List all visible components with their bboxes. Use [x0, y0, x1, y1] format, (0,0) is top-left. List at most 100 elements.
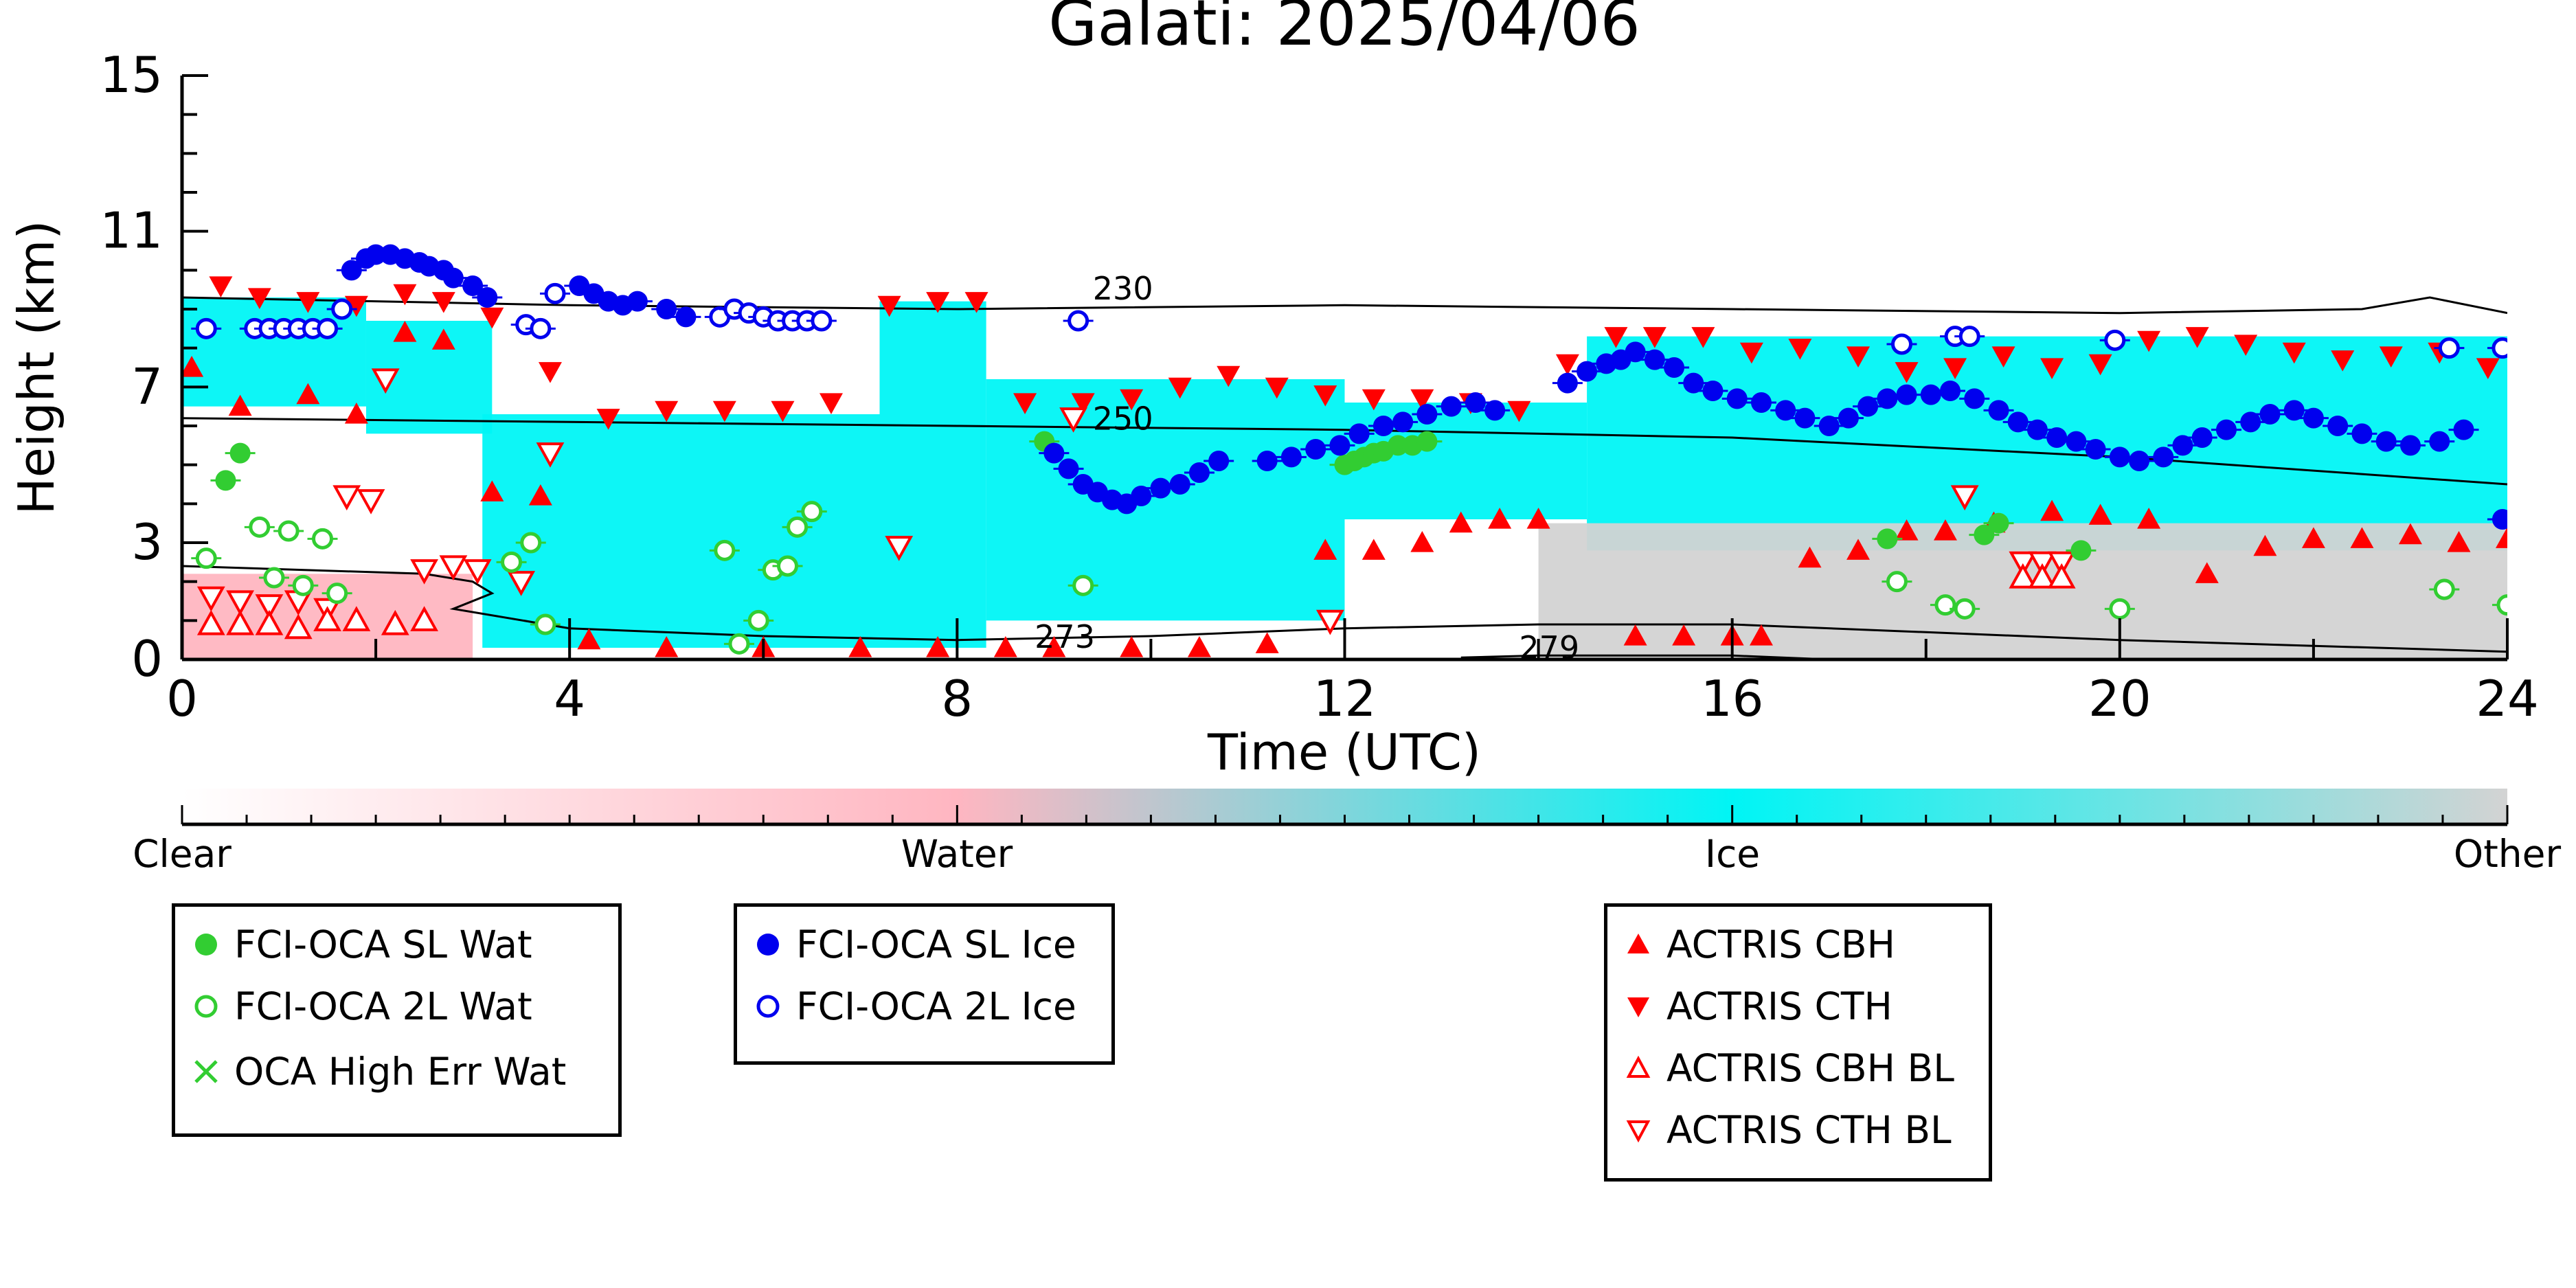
point-fci-oca-2l-wat [278, 520, 300, 542]
legend-label: FCI-OCA SL Ice [796, 923, 1076, 967]
point-fci-oca-2l-wat [1886, 571, 1908, 593]
point-actris-cbh [2253, 534, 2277, 556]
point-fci-oca-sl-ice [1150, 477, 1171, 499]
point-fci-oca-sl-ice [2191, 427, 2213, 448]
point-actris-cth [1313, 385, 1337, 407]
y-tick-label: 7 [131, 357, 163, 415]
point-fci-oca-sl-ice [1131, 486, 1152, 506]
point-fci-oca-sl-ice [2109, 447, 2130, 468]
point-fci-oca-sl-ice [675, 306, 697, 328]
point-fci-oca-sl-ice [1577, 361, 1598, 382]
point-fci-oca-sl-ice [1058, 458, 1079, 479]
point-actris-cth [247, 288, 271, 309]
open-triangle-down-marker-icon [1621, 1113, 1656, 1147]
point-fci-oca-2l-wat [534, 613, 556, 635]
point-fci-oca-2l-wat [195, 547, 217, 569]
point-fci-oca-2l-wat [292, 574, 314, 596]
point-actris-cth [1168, 377, 1192, 399]
open-circle-marker-icon [751, 989, 785, 1024]
x-axis: 0 4 8 12 16 20 24 [166, 618, 2539, 727]
point-fci-oca-sl-ice [1188, 462, 1210, 483]
point-actris-cbh [848, 636, 872, 657]
y-tick-label: 0 [131, 630, 163, 688]
point-fci-oca-sl-ice [1305, 439, 1326, 460]
point-actris-cbh [2398, 523, 2422, 545]
point-actris-cth [296, 292, 320, 313]
point-fci-oca-sl-ice [2259, 404, 2281, 425]
point-actris-cth [393, 284, 417, 306]
x-tick-label: 12 [1313, 670, 1377, 727]
point-actris-cbh [993, 636, 1017, 657]
point-fci-oca-2l-wat [326, 583, 348, 605]
point-fci-oca-sl-ice [2172, 435, 2193, 456]
point-fci-oca-sl-ice [1440, 396, 1462, 417]
point-actris-cbh [2088, 504, 2112, 525]
point-actris-cbh [655, 636, 679, 657]
point-fci-oca-sl-ice [1208, 451, 1230, 471]
point-actris-cbh-bl [196, 609, 225, 635]
point-fci-oca-sl-ice [1392, 411, 1414, 433]
point-actris-cth [1943, 358, 1967, 379]
legend-label: ACTRIS CTH [1667, 984, 1893, 1028]
legend-water: FCI-OCA SL Wat FCI-OCA 2L Wat OCA High E… [172, 903, 622, 1137]
point-actris-cth [1991, 346, 2015, 368]
point-actris-cth [1691, 327, 1715, 348]
point-fci-oca-sl-ice [2399, 435, 2421, 456]
point-fci-oca-sl-ice [1329, 435, 1351, 456]
point-fci-oca-2l-wat [1954, 598, 1976, 620]
point-fci-oca-sl-ice [341, 260, 362, 281]
point-actris-cth [2331, 350, 2355, 372]
point-actris-cbh [2040, 499, 2064, 521]
legend-label: FCI-OCA SL Wat [234, 923, 532, 967]
point-fci-oca-2l-ice [195, 317, 217, 339]
y-axis: 0 3 7 11 15 [100, 46, 208, 688]
point-fci-oca-2l-wat [747, 609, 769, 631]
point-actris-cth [1120, 389, 1144, 411]
filled-circle-marker-icon [189, 927, 223, 962]
point-actris-cbh [528, 484, 552, 506]
point-actris-cth [877, 295, 901, 317]
point-fci-oca-2l-ice [317, 317, 339, 339]
legend-item-sl-ice: FCI-OCA SL Ice [751, 920, 1076, 969]
colorbar-ticks [181, 805, 2509, 824]
point-fci-oca-sl-ice [2026, 419, 2048, 440]
background-region-ice [986, 379, 1345, 621]
point-fci-oca-sl-ice [1625, 341, 1646, 363]
colorbar-label-clear: Clear [133, 832, 231, 876]
legend-item-cbh: ACTRIS CBH [1621, 920, 1895, 969]
contour-line [1460, 654, 1829, 659]
legend-item-cbh-bl: ACTRIS CBH BL [1621, 1044, 1954, 1092]
point-actris-cth-bl [536, 442, 565, 468]
point-fci-oca-sl-ice [2215, 419, 2237, 440]
legend-label: ACTRIS CBH BL [1667, 1046, 1954, 1090]
point-actris-cth [1071, 393, 1095, 414]
point-actris-cbh [1488, 508, 1512, 529]
point-actris-cth-bl [463, 559, 492, 585]
point-fci-oca-sl-ice [1920, 384, 1941, 405]
point-fci-oca-sl-ice [1750, 392, 1772, 413]
point-fci-oca-sl-ice [2066, 431, 2087, 452]
classification-background [182, 297, 2507, 659]
point-fci-oca-2l-ice [1958, 326, 1980, 348]
legend-item-sl-wat: FCI-OCA SL Wat [189, 920, 532, 969]
point-actris-cbh [1672, 624, 1696, 646]
point-actris-cbh-bl [313, 606, 341, 631]
point-fci-oca-sl-ice [1557, 372, 1578, 394]
x-axis-label: Time (UTC) [1207, 723, 1481, 781]
point-actris-cbh-bl [226, 609, 255, 635]
x-tick-label: 8 [941, 670, 973, 727]
point-actris-cth [1846, 346, 1871, 368]
legend-label: OCA High Err Wat [234, 1050, 567, 1094]
point-fci-oca-2l-ice [331, 298, 353, 320]
point-actris-cbh [1526, 508, 1550, 529]
point-actris-cth-bl [357, 489, 385, 515]
point-actris-cth [2185, 327, 2209, 348]
point-fci-oca-2l-wat [787, 516, 809, 538]
point-fci-oca-2l-ice [544, 282, 566, 304]
point-actris-cth-bl [255, 594, 284, 620]
point-actris-cth-bl [439, 555, 468, 581]
legend-ice: FCI-OCA SL Ice FCI-OCA 2L Ice [734, 903, 1115, 1065]
point-fci-oca-sl-ice [1794, 407, 1816, 429]
point-actris-cbh [296, 383, 320, 405]
contour-label: 230 [1093, 270, 1153, 307]
